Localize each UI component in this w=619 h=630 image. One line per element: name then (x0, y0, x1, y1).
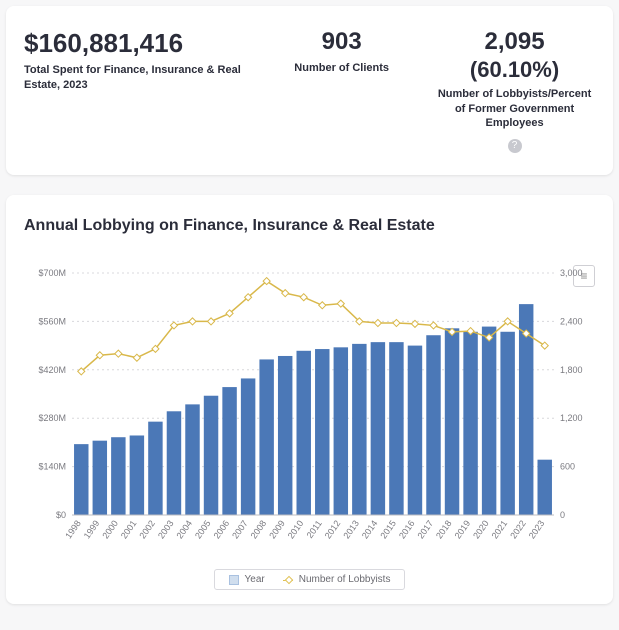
stat-lobbyists-label: Number of Lobbyists/Percent of Former Go… (434, 87, 595, 132)
svg-text:2018: 2018 (434, 519, 454, 541)
svg-text:2010: 2010 (286, 519, 306, 541)
chart-card: Annual Lobbying on Finance, Insurance & … (6, 195, 613, 604)
svg-text:2012: 2012 (323, 519, 343, 541)
stat-lobbyists-value: 2,095 (434, 28, 595, 57)
svg-text:2013: 2013 (341, 519, 361, 541)
svg-text:2009: 2009 (267, 519, 287, 541)
svg-text:2004: 2004 (174, 519, 194, 541)
stat-spent: $160,881,416 Total Spent for Finance, In… (24, 28, 249, 93)
svg-text:2021: 2021 (490, 519, 510, 541)
question-icon[interactable]: ? (508, 139, 522, 153)
summary-card: $160,881,416 Total Spent for Finance, In… (6, 6, 613, 175)
svg-text:2020: 2020 (471, 519, 491, 541)
svg-text:2007: 2007 (230, 519, 250, 541)
svg-text:1998: 1998 (63, 519, 83, 541)
chart-title: Annual Lobbying on Finance, Insurance & … (24, 217, 595, 235)
legend-bar[interactable]: Year (229, 574, 265, 585)
svg-text:2008: 2008 (249, 519, 269, 541)
stat-spent-label: Total Spent for Finance, Insurance & Rea… (24, 63, 249, 93)
svg-text:1999: 1999 (82, 519, 102, 541)
bar-icon (229, 575, 239, 585)
svg-text:$700M: $700M (38, 268, 66, 278)
svg-text:2000: 2000 (100, 519, 120, 541)
svg-text:3,000: 3,000 (560, 268, 583, 278)
svg-text:$280M: $280M (38, 414, 66, 424)
svg-text:2003: 2003 (156, 519, 176, 541)
svg-text:$140M: $140M (38, 462, 66, 472)
chart-area: $0 $140M $280M $420M $560M $700M 0 600 1,200 1,80… (24, 265, 595, 565)
svg-text:2014: 2014 (360, 519, 380, 541)
legend-line[interactable]: Number of Lobbyists (283, 574, 391, 585)
svg-text:2016: 2016 (397, 519, 417, 541)
svg-text:$420M: $420M (38, 365, 66, 375)
line-icon (283, 575, 293, 585)
stat-clients-value: 903 (261, 28, 422, 57)
stat-spent-value: $160,881,416 (24, 28, 249, 59)
svg-text:2002: 2002 (137, 519, 157, 541)
legend-bar-label: Year (245, 574, 265, 585)
stats-row: $160,881,416 Total Spent for Finance, In… (24, 28, 595, 153)
svg-text:2011: 2011 (305, 519, 324, 541)
svg-text:2001: 2001 (119, 519, 139, 541)
svg-text:2017: 2017 (415, 519, 435, 541)
svg-text:600: 600 (560, 462, 575, 472)
svg-text:2,400: 2,400 (560, 317, 583, 327)
svg-text:2005: 2005 (193, 519, 213, 541)
svg-text:2023: 2023 (527, 519, 547, 541)
lobbying-chart-svg: $0 $140M $280M $420M $560M $700M 0 600 1,200 1,80… (24, 265, 594, 565)
svg-text:2006: 2006 (212, 519, 232, 541)
chart-legend: Year Number of Lobbyists (214, 569, 406, 590)
svg-text:0: 0 (560, 510, 565, 520)
svg-text:2015: 2015 (378, 519, 398, 541)
stat-lobbyists: 2,095 (60.10%) Number of Lobbyists/Perce… (434, 28, 595, 153)
stat-lobbyists-percent: (60.10%) (434, 57, 595, 83)
svg-text:2019: 2019 (453, 519, 473, 541)
svg-text:1,200: 1,200 (560, 414, 583, 424)
stat-clients: 903 Number of Clients (261, 28, 422, 76)
legend-line-label: Number of Lobbyists (299, 574, 391, 585)
svg-text:$0: $0 (56, 510, 66, 520)
svg-text:$560M: $560M (38, 317, 66, 327)
svg-text:2022: 2022 (508, 519, 528, 541)
stat-clients-label: Number of Clients (261, 61, 422, 76)
svg-text:1,800: 1,800 (560, 365, 583, 375)
